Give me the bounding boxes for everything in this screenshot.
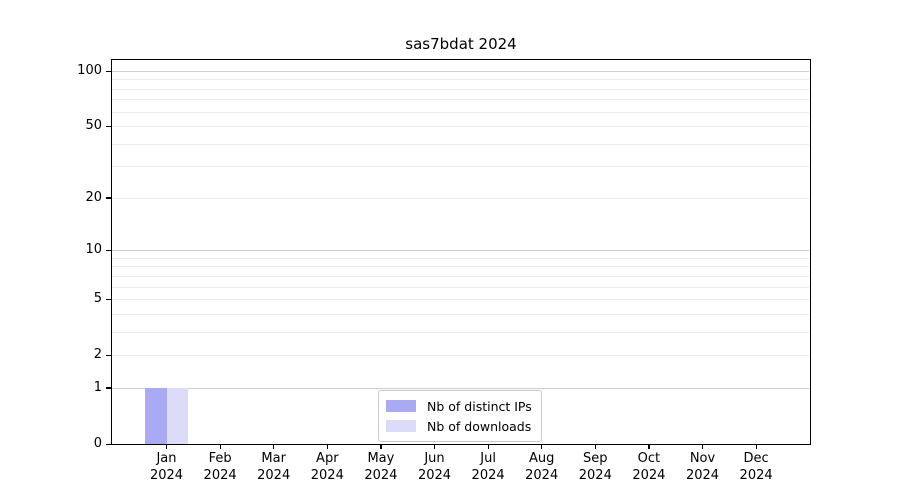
plot-border [111, 59, 811, 445]
y-tick-label: 10 [85, 242, 102, 258]
y-gridline-minor [112, 126, 809, 128]
y-gridline-minor [112, 275, 809, 277]
x-tick-label: Dec 2024 [739, 451, 773, 483]
chart-legend: Nb of distinct IPs Nb of downloads [378, 390, 542, 442]
y-gridline-minor [112, 88, 809, 90]
y-tick-mark [106, 197, 112, 199]
x-tick-label: Jun 2024 [417, 451, 452, 483]
x-tick-mark [219, 444, 221, 449]
x-tick-mark [648, 444, 650, 449]
bar-nb-of-distinct-ips [145, 387, 167, 444]
y-gridline-minor [112, 286, 809, 288]
x-tick-label: May 2024 [364, 451, 398, 483]
y-tick-mark [106, 249, 112, 251]
bar-nb-of-downloads [166, 387, 188, 444]
x-tick-label: Feb 2024 [203, 451, 237, 483]
y-gridline-major [112, 387, 809, 389]
y-gridline-minor [112, 143, 809, 145]
y-gridline-minor [112, 111, 809, 113]
x-tick-label: Apr 2024 [310, 451, 344, 483]
y-gridline-major [112, 250, 809, 252]
x-tick-mark [541, 444, 543, 449]
x-tick-label: Jul 2024 [471, 451, 505, 483]
y-gridline-minor [112, 197, 809, 199]
legend-label-distinct-ips: Nb of distinct IPs [427, 398, 532, 414]
y-tick-label: 1 [93, 379, 102, 395]
y-tick-label: 50 [85, 118, 102, 134]
y-tick-label: 20 [85, 189, 102, 205]
x-tick-mark [326, 444, 328, 449]
x-tick-label: Oct 2024 [632, 451, 666, 483]
legend-swatch-downloads [386, 420, 416, 432]
x-tick-label: Jan 2024 [149, 451, 184, 483]
x-tick-mark [702, 444, 704, 449]
x-tick-label: Sep 2024 [578, 451, 612, 483]
y-tick-mark [106, 443, 112, 445]
legend-label-downloads: Nb of downloads [427, 418, 532, 434]
x-tick-mark [594, 444, 596, 449]
y-tick-mark [106, 70, 112, 72]
chart-title: sas7bdat 2024 [405, 35, 517, 53]
y-tick-label: 2 [93, 347, 102, 363]
y-tick-mark [106, 125, 112, 127]
y-tick-mark [106, 354, 112, 356]
y-gridline-minor [112, 299, 809, 301]
legend-entry-distinct-ips: Nb of distinct IPs [386, 396, 532, 416]
x-tick-mark [380, 444, 382, 449]
y-gridline-minor [112, 99, 809, 101]
y-tick-label: 0 [93, 436, 102, 451]
legend-entry-downloads: Nb of downloads [386, 416, 532, 436]
x-tick-mark [166, 444, 168, 449]
y-tick-mark [106, 387, 112, 389]
y-tick-label: 5 [93, 291, 102, 307]
plot-area: Nb of distinct IPs Nb of downloads [112, 60, 809, 444]
y-gridline-minor [112, 355, 809, 357]
y-tick-mark [106, 298, 112, 300]
x-tick-mark [487, 444, 489, 449]
y-gridline-minor [112, 331, 809, 333]
y-gridline-minor [112, 257, 809, 259]
x-tick-mark [434, 444, 436, 449]
y-gridline-minor [112, 266, 809, 268]
x-tick-label: Aug 2024 [525, 451, 559, 483]
x-tick-mark [755, 444, 757, 449]
y-gridline-major [112, 71, 809, 72]
x-tick-label: Mar 2024 [257, 451, 291, 483]
x-tick-label: Nov 2024 [685, 451, 720, 483]
y-gridline-minor [112, 79, 809, 81]
y-gridline-minor [112, 166, 809, 168]
y-gridline-minor [112, 313, 809, 315]
y-tick-label: 100 [77, 63, 102, 78]
legend-swatch-distinct-ips [386, 400, 416, 412]
x-tick-mark [273, 444, 275, 449]
